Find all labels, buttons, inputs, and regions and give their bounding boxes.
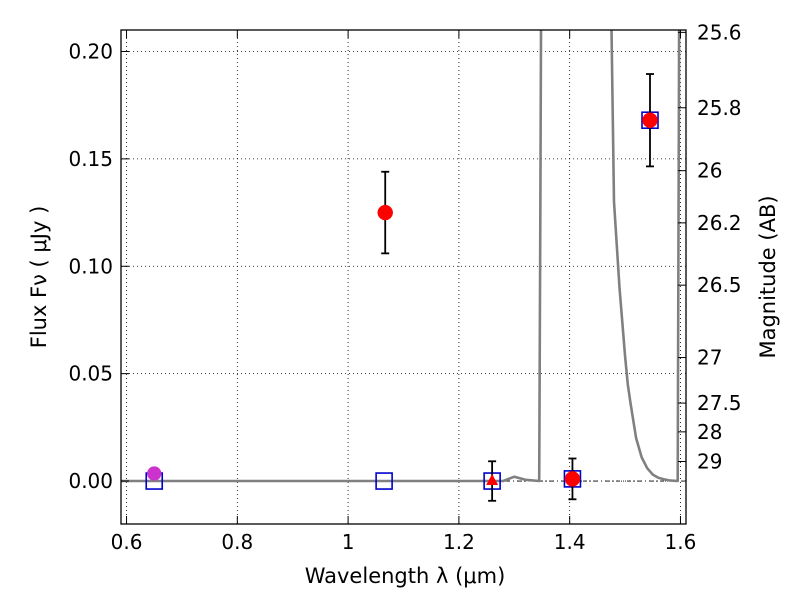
y-axis-label: Flux Fν ( μJy ): [27, 206, 51, 349]
x-tick-label: 1.6: [665, 530, 697, 554]
upper-limit-marker: [486, 474, 499, 486]
magnitude-tick-label: 26: [697, 159, 722, 183]
data-layer: [121, 30, 681, 483]
magnitude-tick-label: 27: [697, 346, 722, 370]
plot-area: [121, 30, 686, 524]
tick-marks: [121, 30, 686, 524]
x-tick-label: 1.4: [554, 530, 586, 554]
observed-flux-marker: [642, 112, 658, 128]
magnitude-tick-label: 29: [697, 449, 722, 473]
x-tick-label: 0.6: [111, 530, 143, 554]
plot-frame: [120, 29, 687, 525]
y-tick-label: 0.10: [68, 254, 113, 278]
magnitude-tick-label: 26.5: [697, 273, 742, 297]
magnitude-tick-label: 28: [697, 420, 722, 444]
model-flux-marker: [375, 472, 393, 490]
observed-flux-marker: [377, 204, 393, 221]
magnitude-axis-label: Magnitude (AB): [756, 195, 780, 358]
y-tick-label: 0.15: [68, 147, 113, 171]
magnitude-tick-label: 25.6: [697, 20, 742, 44]
magnitude-tick-label: 26.2: [697, 211, 742, 235]
model-template-line: [121, 30, 681, 483]
x-tick-label: 1.2: [443, 530, 475, 554]
optical-flux-marker: [146, 466, 162, 481]
x-tick-label: 0.8: [221, 530, 253, 554]
y-tick-label: 0.20: [68, 39, 113, 63]
y-tick-label: 0.00: [68, 469, 113, 493]
x-axis-label: Wavelength λ (μm): [305, 564, 506, 588]
y-tick-label: 0.05: [68, 362, 113, 386]
x-tick-label: 1: [342, 530, 355, 554]
observed-flux-marker: [564, 471, 581, 487]
tick-labels: 0.6 0.8 1 1.2 1.4 1.6 0.00 0.05 0.10 0.15 0.20 25.6…: [68, 20, 741, 554]
magnitude-tick-label: 27.5: [697, 391, 742, 415]
magnitude-tick-label: 25.8: [697, 96, 742, 120]
marker-layer: [145, 73, 659, 502]
